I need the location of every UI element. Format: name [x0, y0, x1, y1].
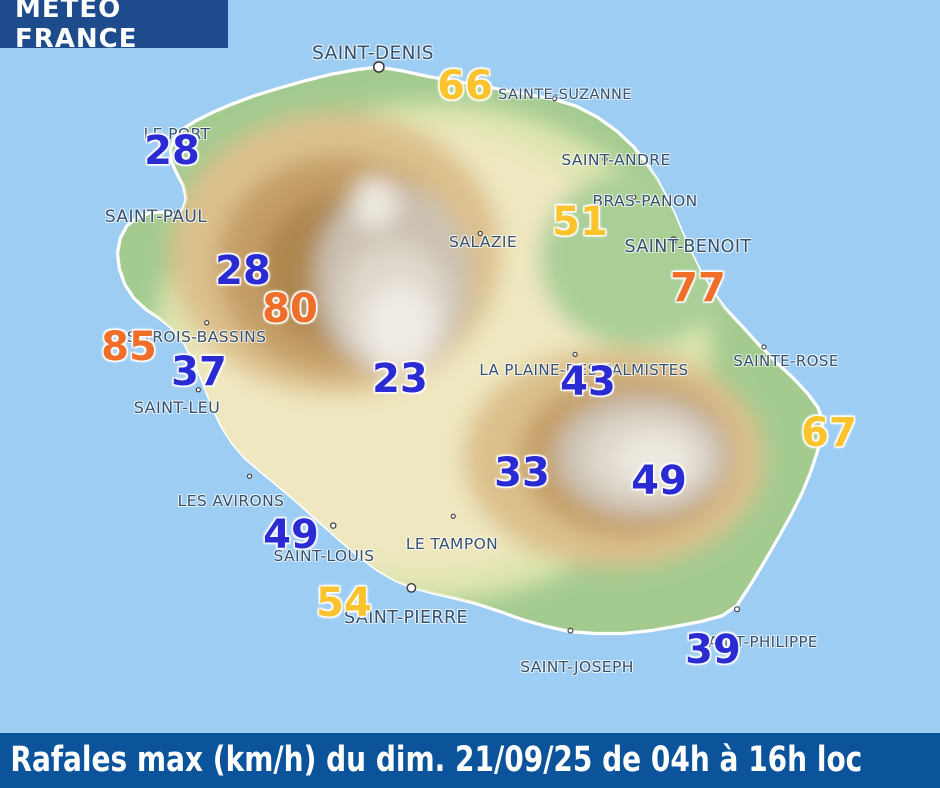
marker-plaine-palmistes — [572, 351, 578, 358]
gust-value-palmistes: 43 — [560, 359, 616, 405]
marker-saint-denis — [372, 61, 385, 73]
city-label-saint-pierre: SAINT-PIERRE — [343, 608, 469, 628]
marker-le-tampon — [450, 513, 456, 519]
city-label-saint-leu: SAINT-LEU — [133, 398, 221, 417]
city-label-sainte-rose: SAINTE-ROSE — [733, 352, 839, 370]
gust-value-west-heights: 28 — [215, 248, 271, 294]
gust-value-north-coast: 66 — [437, 63, 493, 109]
logo-text: METEO FRANCE — [15, 0, 138, 54]
gust-value-maido: 80 — [262, 286, 318, 332]
terrain-relief — [153, 102, 765, 601]
gust-value-les-avirons: 49 — [263, 512, 319, 558]
city-label-le-tampon: LE TAMPON — [405, 535, 499, 553]
marker-salazie — [477, 230, 483, 237]
city-markers — [174, 61, 767, 634]
map-caption: Rafales max (km/h) du dim. 21/09/25 de 0… — [10, 740, 863, 780]
gust-value-west-coast: 85 — [101, 324, 157, 370]
city-label-saint-denis: SAINT-DENIS — [312, 43, 434, 64]
marker-bras-panon — [631, 194, 637, 200]
marker-les-avirons — [246, 473, 253, 479]
gust-value-east-flank: 51 — [552, 199, 608, 245]
marker-saint-benoit — [670, 236, 678, 244]
gust-value-plaine-cafres: 33 — [494, 450, 550, 496]
meteo-france-logo: METEO FRANCE — [0, 0, 228, 54]
city-label-les-avirons: LES AVIRONS — [177, 492, 285, 510]
city-label-trois-bassins: LES TROIS-BASSINS — [107, 328, 267, 346]
marker-saint-louis — [330, 522, 337, 529]
marker-sainte-rose — [761, 344, 767, 350]
gust-value-east-tip: 67 — [801, 410, 857, 456]
gust-value-volcano: 49 — [631, 458, 687, 504]
gust-value-saint-leu: 37 — [171, 349, 227, 395]
city-label-sainte-suzanne: SAINTE-SUZANNE — [498, 87, 632, 103]
city-label-saint-louis: SAINT-LOUIS — [273, 547, 375, 565]
city-label-saint-benoit: SAINT-BENOIT — [624, 237, 752, 257]
city-label-saint-paul: SAINT-PAUL — [104, 207, 208, 227]
reunion-island-map — [115, 61, 825, 636]
city-label-bras-panon: BRAS-PANON — [592, 192, 698, 210]
gust-value-saint-pierre: 54 — [316, 580, 372, 626]
marker-sainte-suzanne — [552, 95, 558, 102]
city-label-saint-philippe: SAINT-PHILIPPE — [698, 633, 818, 651]
city-label-salazie: SALAZIE — [448, 233, 518, 251]
marker-saint-philippe — [733, 606, 740, 613]
city-label-plaine-palmistes: LA PLAINE-DES-PALMISTES — [479, 361, 689, 379]
marker-saint-paul — [174, 210, 180, 216]
marker-saint-leu — [195, 387, 201, 393]
gust-value-cirques: 23 — [372, 356, 428, 402]
marker-trois-bassins — [204, 320, 210, 326]
marker-saint-andre — [602, 156, 608, 162]
gust-value-saint-benoit: 77 — [670, 265, 726, 311]
city-label-le-port: LE PORT — [143, 125, 211, 143]
marker-saint-pierre — [406, 583, 417, 593]
footer-bar: Rafales max (km/h) du dim. 21/09/25 de 0… — [0, 733, 940, 788]
city-label-saint-andre: SAINT-ANDRE — [561, 151, 671, 169]
gust-value-le-port: 28 — [144, 128, 200, 174]
marker-saint-joseph — [567, 627, 574, 634]
city-label-saint-joseph: SAINT-JOSEPH — [520, 658, 634, 676]
gust-value-saint-philippe: 39 — [685, 627, 741, 673]
